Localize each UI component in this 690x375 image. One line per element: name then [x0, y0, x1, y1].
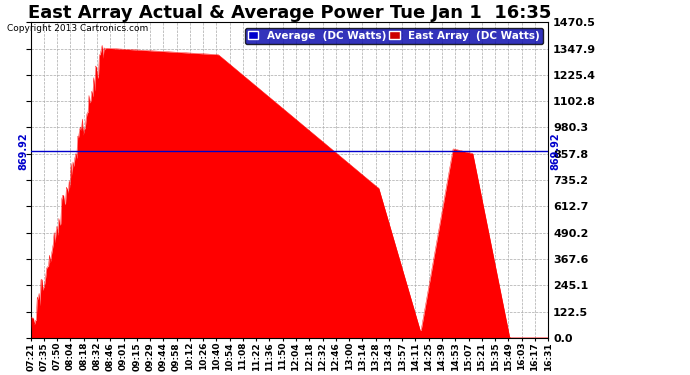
- Text: 869.92: 869.92: [18, 132, 28, 170]
- Text: Copyright 2013 Cartronics.com: Copyright 2013 Cartronics.com: [7, 24, 148, 33]
- Text: 869.92: 869.92: [551, 132, 561, 170]
- Title: East Array Actual & Average Power Tue Jan 1  16:35: East Array Actual & Average Power Tue Ja…: [28, 4, 551, 22]
- Legend: Average  (DC Watts), East Array  (DC Watts): Average (DC Watts), East Array (DC Watts…: [245, 27, 543, 44]
